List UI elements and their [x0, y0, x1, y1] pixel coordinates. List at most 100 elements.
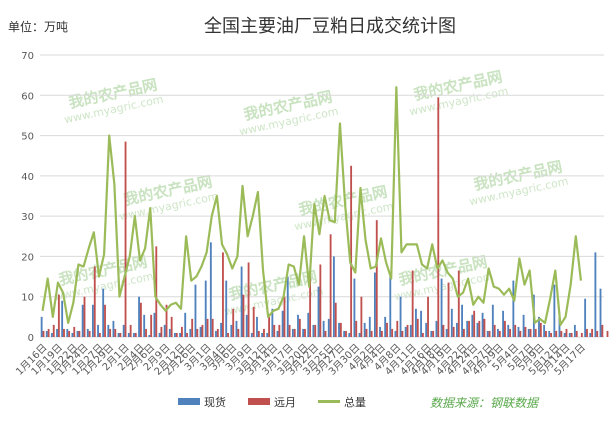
bar-spot: [425, 322, 428, 337]
bar-spot: [599, 288, 602, 337]
bar-spot: [148, 334, 151, 337]
bar-spot: [343, 330, 346, 337]
bar-forward: [401, 330, 404, 337]
bar-forward: [309, 276, 312, 337]
bar-spot: [450, 308, 453, 337]
bar-forward: [268, 316, 271, 337]
bar-spot: [91, 304, 94, 337]
bar-forward: [93, 266, 96, 337]
bar-forward: [181, 326, 183, 337]
bar-series: [40, 97, 609, 337]
bar-forward: [421, 332, 424, 337]
bar-spot: [230, 324, 233, 337]
bar-spot: [527, 328, 530, 337]
bar-spot: [179, 332, 181, 337]
bar-spot: [174, 332, 176, 337]
bar-forward: [288, 324, 291, 337]
bar-forward: [263, 328, 265, 337]
bar-forward: [370, 330, 373, 337]
bar-spot: [363, 322, 366, 337]
bar-spot: [517, 326, 520, 337]
bar-spot: [189, 328, 192, 337]
bar-forward: [114, 328, 117, 337]
bar-forward: [211, 318, 214, 337]
bar-forward: [329, 234, 332, 337]
bar-forward: [483, 318, 486, 337]
bar-forward: [222, 252, 224, 337]
bar-forward: [473, 310, 476, 337]
bar-spot: [543, 324, 546, 337]
bar-forward: [134, 332, 137, 337]
bar-spot: [199, 326, 202, 337]
bar-spot: [476, 322, 479, 337]
bar-forward: [488, 330, 491, 337]
bar-forward: [416, 318, 419, 337]
bar-forward: [242, 294, 245, 337]
bar-forward: [78, 330, 81, 337]
bar-forward: [529, 328, 532, 337]
bar-forward: [427, 296, 429, 337]
data-source-note: 数据来源：钢联数据: [430, 396, 540, 410]
bar-forward: [570, 332, 573, 337]
bar-forward: [283, 296, 286, 337]
bar-spot: [389, 276, 392, 337]
unit-label: 单位：万吨: [8, 19, 68, 34]
bar-spot: [317, 286, 320, 337]
bar-spot: [250, 332, 253, 337]
bar-forward: [437, 97, 440, 337]
bar-spot: [368, 316, 371, 337]
bar-spot: [102, 288, 105, 337]
bar-spot: [40, 316, 43, 337]
bar-spot: [240, 266, 243, 337]
y-tick-label: 60: [21, 91, 34, 102]
bar-spot: [45, 330, 48, 337]
bar-spot: [538, 316, 540, 337]
bar-spot: [61, 300, 64, 337]
bar-spot: [220, 322, 223, 337]
bar-spot: [379, 326, 381, 337]
x-axis-ticks: 1月16日1月19日1月22日1月24日1月27日1月29日2月1日2月4日2月…: [14, 342, 588, 378]
bar-spot: [168, 328, 171, 337]
bar-spot: [548, 330, 551, 337]
bar-spot: [327, 318, 330, 337]
bar-forward: [478, 320, 481, 337]
bar-forward: [447, 282, 450, 337]
y-tick-label: 70: [21, 51, 34, 62]
bar-spot: [158, 332, 161, 337]
bar-spot: [502, 310, 505, 337]
bar-spot: [553, 284, 556, 337]
bar-forward: [216, 328, 219, 337]
bar-forward: [524, 326, 527, 337]
bar-spot: [445, 328, 448, 337]
bar-spot: [276, 330, 279, 337]
bar-forward: [493, 324, 496, 337]
legend-swatch-spot: [178, 398, 200, 405]
bar-spot: [133, 332, 135, 337]
bar-forward: [170, 316, 173, 337]
bar-forward: [365, 328, 368, 337]
bar-forward: [109, 328, 112, 337]
bar-forward: [498, 330, 501, 337]
bar-spot: [404, 326, 407, 337]
bar-spot: [112, 320, 115, 337]
bar-forward: [257, 330, 260, 337]
bar-forward: [539, 322, 542, 337]
bar-forward: [252, 306, 255, 337]
bar-forward: [519, 330, 522, 337]
bar-spot: [466, 320, 469, 337]
bar-forward: [442, 324, 445, 337]
bar-forward: [504, 320, 506, 337]
bar-forward: [555, 330, 558, 337]
bar-spot: [384, 316, 387, 337]
bar-spot: [394, 330, 397, 337]
bar-forward: [104, 304, 106, 337]
bar-forward: [350, 165, 353, 337]
bar-spot: [594, 252, 597, 337]
bar-forward: [298, 318, 301, 337]
bar-spot: [56, 328, 58, 337]
bar-spot: [225, 280, 228, 337]
bar-forward: [452, 326, 455, 337]
bar-spot: [97, 324, 99, 337]
bar-spot: [266, 332, 269, 337]
bar-forward: [165, 304, 168, 337]
